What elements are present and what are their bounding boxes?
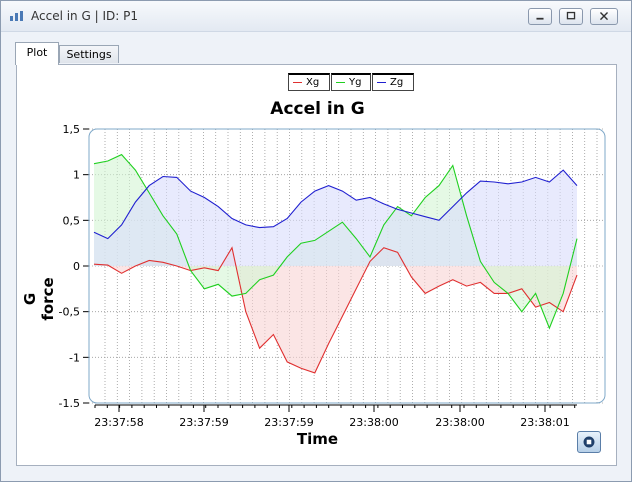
series-line-yg xyxy=(93,153,578,330)
legend-item-zg: Zg xyxy=(372,73,414,91)
x-tick-label: 23:37:59 xyxy=(264,416,313,429)
minimize-button[interactable] xyxy=(528,8,552,25)
legend-item-yg: Yg xyxy=(331,73,371,91)
maximize-button[interactable] xyxy=(559,8,583,25)
x-tick-label: 23:38:00 xyxy=(435,416,484,429)
series-line-xg xyxy=(93,246,578,374)
close-button[interactable] xyxy=(590,8,618,25)
chart-app-icon xyxy=(10,11,23,21)
legend-label: Xg xyxy=(306,77,320,88)
legend-label: Yg xyxy=(349,77,362,88)
y-tick-label: 1,5 xyxy=(63,123,81,136)
maximize-icon xyxy=(566,11,576,20)
window-title: Accel in G | ID: P1 xyxy=(31,9,138,23)
plot-frame xyxy=(88,128,606,404)
minimize-icon xyxy=(536,17,544,20)
x-tick-label: 23:38:01 xyxy=(520,416,569,429)
y-tick-label: -1.5 xyxy=(59,397,80,410)
plot-panel: Xg Yg Zg Accel in G 1,5 1 0,5 0 -0,5 -1 -1.5 23… xyxy=(16,64,617,466)
y-tick-label: -0,5 xyxy=(59,306,80,319)
series-area-xg xyxy=(94,247,577,373)
y-tick-label: 1 xyxy=(73,169,80,182)
y-tick-label: -1 xyxy=(69,351,80,364)
tab-plot[interactable]: Plot xyxy=(15,42,59,65)
x-tick-label: 23:37:58 xyxy=(94,416,143,429)
stop-icon xyxy=(583,436,595,448)
legend-swatch xyxy=(377,82,386,83)
legend-swatch xyxy=(336,82,345,83)
legend-label: Zg xyxy=(390,77,404,88)
chart-title: Accel in G xyxy=(270,99,365,119)
legend-item-xg: Xg xyxy=(288,73,330,91)
x-tick-label: 23:37:59 xyxy=(179,416,228,429)
x-axis-label: Time xyxy=(296,430,339,448)
y-tick-label: 0,5 xyxy=(63,214,81,227)
chart-canvas: 1,5 1 0,5 0 -0,5 -1 -1.5 23:37:58 23:37:59 23:37:… xyxy=(59,123,606,429)
series-area-zg xyxy=(94,170,577,266)
legend-swatch xyxy=(293,82,302,83)
y-tick-label: 0 xyxy=(73,260,80,273)
y-axis-label: G force xyxy=(21,277,57,321)
stop-button[interactable] xyxy=(577,431,601,453)
series-line-zg xyxy=(93,169,578,240)
window-content: Plot Settings Xg Yg Zg Accel in G 1,5 1 xyxy=(6,38,626,476)
title-bar[interactable]: Accel in G | ID: P1 xyxy=(1,1,631,32)
close-icon xyxy=(599,12,609,21)
chart-legend: Xg Yg Zg xyxy=(288,73,422,93)
x-tick-label: 23:38:00 xyxy=(349,416,398,429)
tab-settings[interactable]: Settings xyxy=(59,45,119,63)
